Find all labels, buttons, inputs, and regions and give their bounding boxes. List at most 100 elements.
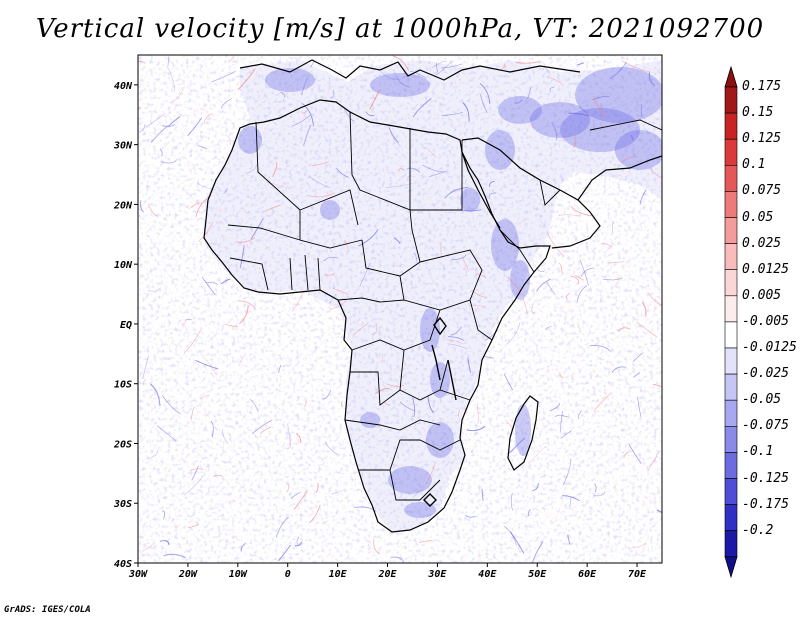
field-filament xyxy=(483,355,495,359)
field-filament xyxy=(532,482,539,491)
field-filament xyxy=(249,398,259,412)
field-filament xyxy=(190,202,203,209)
lakes xyxy=(423,316,457,507)
field-filament xyxy=(187,523,199,529)
field-filament xyxy=(503,373,514,391)
field-filament xyxy=(568,497,572,508)
uplift-patch xyxy=(491,219,519,271)
field-filament xyxy=(440,242,443,256)
field-filament xyxy=(577,322,580,329)
field-filament xyxy=(290,491,301,499)
field-filament xyxy=(235,75,244,79)
field-filament xyxy=(344,240,349,250)
lon-tick-label: 60E xyxy=(578,569,597,580)
field-filament xyxy=(306,192,335,198)
lon-tick-label: 20E xyxy=(377,569,397,580)
field-filament xyxy=(138,106,141,111)
field-filament xyxy=(183,330,201,354)
colorbar-swatch xyxy=(724,112,738,140)
colorbar-bottom-arrow xyxy=(724,556,738,579)
field-filament xyxy=(593,95,606,117)
field-filament xyxy=(385,383,404,388)
field-filament xyxy=(547,234,565,257)
field-filament xyxy=(259,426,272,435)
field-filament xyxy=(390,556,405,563)
field-filament xyxy=(369,90,380,110)
field-filament xyxy=(450,326,462,336)
field-filament xyxy=(531,303,536,315)
uplift-patch xyxy=(238,126,262,154)
lat-tick-label: 30N xyxy=(113,141,133,152)
field-filament xyxy=(481,488,484,501)
field-filament xyxy=(561,495,580,501)
field-filament xyxy=(546,281,556,296)
field-filament xyxy=(622,60,648,72)
field-filament xyxy=(527,508,531,517)
field-filament xyxy=(204,113,213,124)
colorbar-label: 0.175 xyxy=(742,79,782,94)
field-filament xyxy=(611,221,614,233)
field-filament xyxy=(191,465,199,481)
field-filament xyxy=(648,71,656,86)
colorbar-swatch xyxy=(724,138,738,166)
field-filament xyxy=(352,322,369,336)
field-filament xyxy=(431,60,447,68)
field-filament xyxy=(167,67,175,92)
field-filament xyxy=(302,103,314,127)
field-filament xyxy=(358,229,379,247)
field-filament xyxy=(169,88,183,104)
field-filament xyxy=(161,159,178,164)
velocity-field xyxy=(138,55,662,563)
country-borders xyxy=(227,111,662,501)
colorbar-swatch xyxy=(724,217,738,244)
map-title: Vertical velocity [m/s] at 1000hPa, VT: … xyxy=(35,14,765,44)
field-filament xyxy=(608,261,625,264)
field-filament xyxy=(263,204,282,213)
lon-axis: 30W 20W 10W 0 10E 20E 30E 40E 50E 60E 70E xyxy=(128,563,647,580)
field-filament xyxy=(441,112,463,116)
field-filament xyxy=(543,63,551,74)
field-filament xyxy=(247,164,257,174)
field-filament xyxy=(637,396,642,417)
field-filament xyxy=(324,273,336,276)
field-filament xyxy=(160,540,170,545)
field-filament xyxy=(189,468,204,472)
field-filament xyxy=(287,433,292,450)
field-filament xyxy=(508,437,525,454)
field-filament xyxy=(435,61,452,76)
field-filament xyxy=(147,203,159,218)
plot-frame xyxy=(137,54,663,564)
field-filament xyxy=(445,338,464,344)
field-filament xyxy=(201,277,216,295)
field-filament xyxy=(393,237,401,245)
field-filament xyxy=(354,506,377,512)
field-filament xyxy=(142,355,149,379)
field-filament xyxy=(210,420,214,438)
field-filament xyxy=(278,544,291,562)
field-filament xyxy=(427,394,434,413)
field-filament xyxy=(224,323,238,328)
lat-tick-label: EQ xyxy=(120,320,132,331)
field-filament xyxy=(278,364,282,373)
field-filament xyxy=(190,406,196,420)
colorbar-swatch xyxy=(724,321,738,349)
field-filament xyxy=(489,180,495,187)
field-filament xyxy=(399,401,416,412)
field-filament xyxy=(168,116,181,127)
field-filament xyxy=(536,278,551,292)
field-filament xyxy=(568,112,590,117)
field-filament xyxy=(484,329,499,341)
field-filament xyxy=(476,403,479,425)
field-filament xyxy=(451,254,467,261)
field-filament xyxy=(159,148,163,157)
field-filament xyxy=(225,134,231,145)
field-filament xyxy=(560,430,572,439)
lat-axis: 40N 30N 20N 10N EQ 10S 20S 30S 40S xyxy=(113,81,138,570)
colorbar-label: 0.075 xyxy=(742,183,782,199)
field-filament xyxy=(594,483,597,493)
field-filament xyxy=(395,75,410,88)
field-filament xyxy=(632,352,645,362)
uplift-patch xyxy=(360,412,380,428)
field-filament xyxy=(648,453,658,468)
